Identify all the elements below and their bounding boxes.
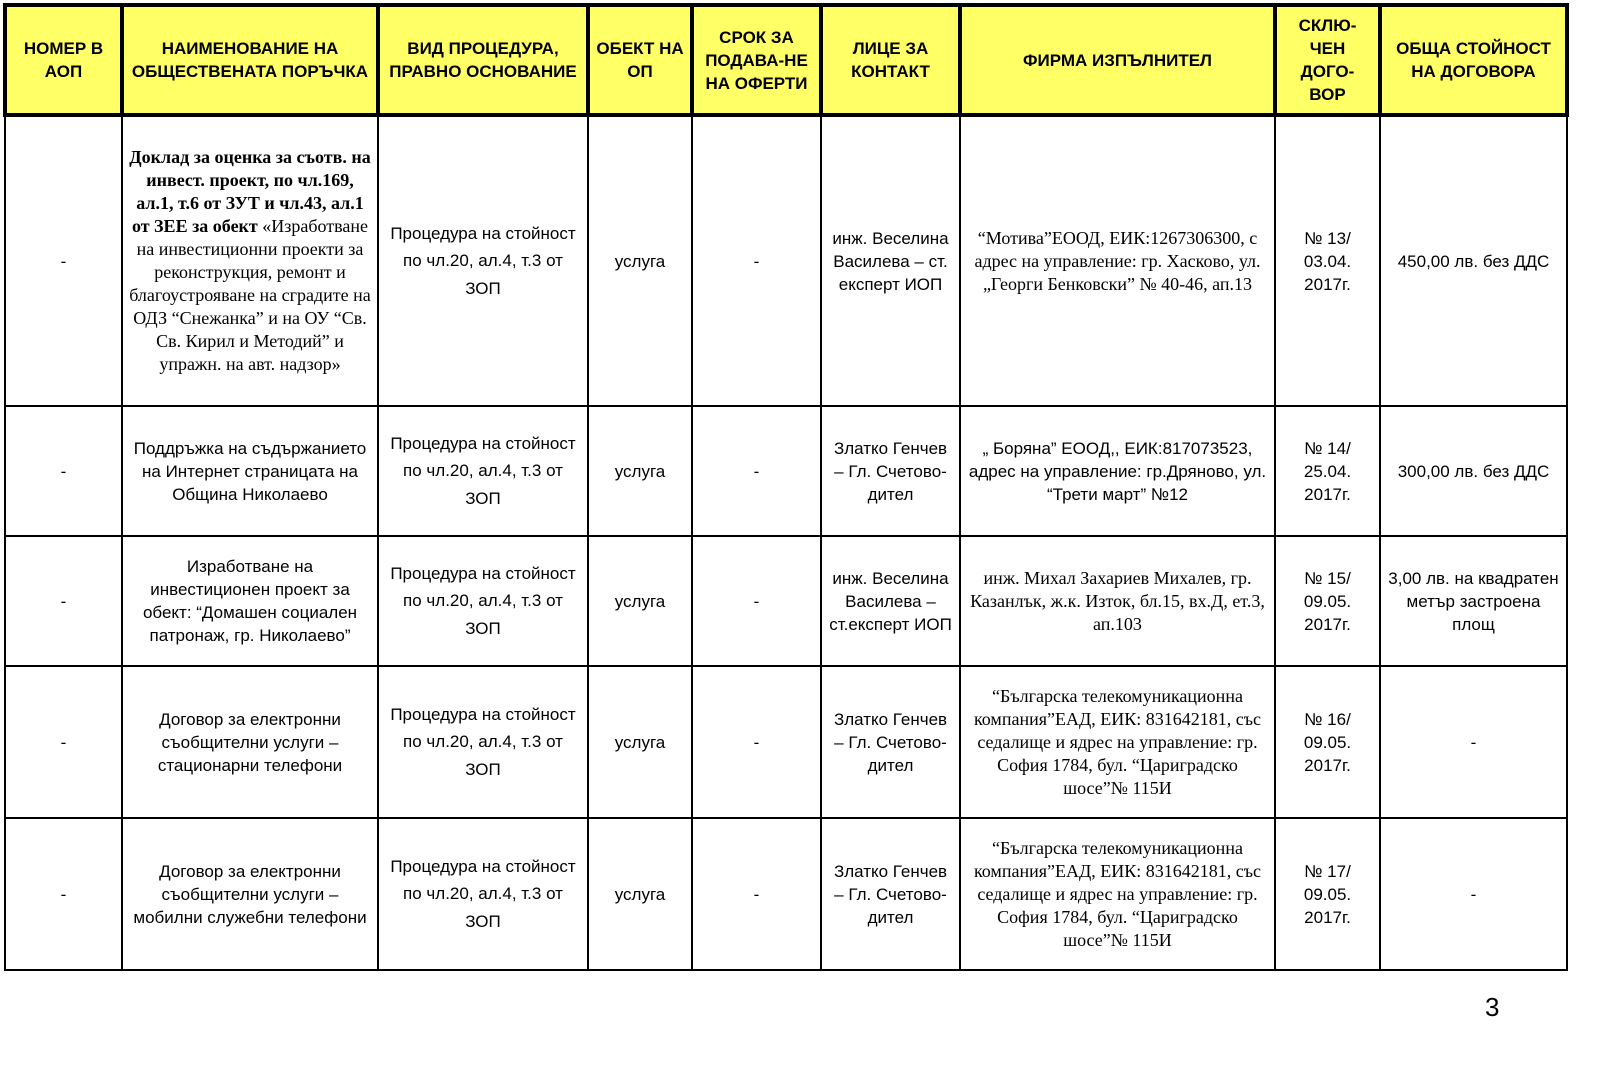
table-row: - Изработване на инвестиционен проект за … [4, 535, 1568, 667]
name-text: Изработване на инвестиционен проект за о… [142, 557, 358, 645]
cell-firm: “Българска телекомуникационна компания”Е… [959, 665, 1276, 819]
cell-name: Доклад за оценка за съотв. на инвест. пр… [121, 114, 379, 407]
column-header: ВИД ПРОЦЕДУРА, ПРАВНО ОСНОВАНИЕ [376, 3, 590, 117]
cell-value: - [1379, 665, 1568, 819]
cell-aop: - [4, 114, 123, 407]
cell-deadline: - [691, 817, 822, 971]
table-row: - Договор за електронни съобщителни услуг… [4, 817, 1568, 971]
procurement-table: НОМЕР В АОП НАИМЕНОВАНИЕ НА ОБЩЕСТВЕНАТА … [3, 3, 1569, 971]
cell-contract: № 14/ 25.04. 2017г. [1274, 405, 1381, 537]
cell-firm: „ Боряна” ЕООД,, ЕИК:817073523, адрес на… [959, 405, 1276, 537]
cell-deadline: - [691, 535, 822, 667]
cell-name: Изработване на инвестиционен проект за о… [121, 535, 379, 667]
table-row: - Доклад за оценка за съотв. на инвест. п… [4, 114, 1568, 407]
name-bold: Доклад за оценка за съотв. на инвест. пр… [129, 147, 371, 236]
cell-contract: № 17/ 09.05. 2017г. [1274, 817, 1381, 971]
cell-procedure: Процедура на стойност по чл.20, ал.4, т.… [377, 535, 589, 667]
cell-aop: - [4, 665, 123, 819]
cell-value: 450,00 лв. без ДДС [1379, 114, 1568, 407]
column-header: ОБЕКТ НА ОП [586, 3, 694, 117]
cell-procedure: Процедура на стойност по чл.20, ал.4, т.… [377, 665, 589, 819]
cell-contact: Златко Генчев – Гл. Счетово-дител [820, 405, 961, 537]
cell-deadline: - [691, 405, 822, 537]
cell-value: 300,00 лв. без ДДС [1379, 405, 1568, 537]
cell-name: Договор за електронни съобщителни услуги… [121, 817, 379, 971]
cell-procedure: Процедура на стойност по чл.20, ал.4, т.… [377, 114, 589, 407]
cell-firm: “Българска телекомуникационна компания”Е… [959, 817, 1276, 971]
column-header: ОБЩА СТОЙНОСТ НА ДОГОВОРА [1378, 3, 1569, 117]
cell-contact: инж. Веселина Василева – ст. експерт ИОП [820, 114, 961, 407]
column-header: ЛИЦЕ ЗА КОНТАКТ [819, 3, 962, 117]
cell-contact: Златко Генчев – Гл. Счетово-дител [820, 817, 961, 971]
cell-aop: - [4, 405, 123, 537]
cell-contract: № 15/ 09.05. 2017г. [1274, 535, 1381, 667]
cell-deadline: - [691, 665, 822, 819]
column-header: СКЛЮ-ЧЕН ДОГО-ВОР [1273, 3, 1382, 117]
cell-procedure: Процедура на стойност по чл.20, ал.4, т.… [377, 817, 589, 971]
name-text: Поддръжка на съдържанието на Интернет ст… [133, 438, 367, 504]
column-header: НОМЕР В АОП [3, 3, 124, 117]
column-header: НАИМЕНОВАНИЕ НА ОБЩЕСТВЕНАТА ПОРЪЧКА [120, 3, 380, 117]
cell-object: услуга [587, 114, 693, 407]
header-row: НОМЕР В АОП НАИМЕНОВАНИЕ НА ОБЩЕСТВЕНАТА … [3, 3, 1569, 117]
cell-aop: - [4, 817, 123, 971]
cell-object: услуга [587, 535, 693, 667]
cell-contract: № 13/ 03.04. 2017г. [1274, 114, 1381, 407]
cell-contact: инж. Веселина Василева – ст.експерт ИОП [820, 535, 961, 667]
name-text: Договор за електронни съобщителни услуги… [157, 709, 343, 775]
cell-deadline: - [691, 114, 822, 407]
name-text: Договор за електронни съобщителни услуги… [133, 861, 367, 927]
table-row: - Договор за електронни съобщителни услуг… [4, 665, 1568, 819]
cell-name: Поддръжка на съдържанието на Интернет ст… [121, 405, 379, 537]
cell-firm: инж. Михал Захариев Михалев, гр. Казанлъ… [959, 535, 1276, 667]
table-row: - Поддръжка на съдържанието на Интернет с… [4, 405, 1568, 537]
cell-value: - [1379, 817, 1568, 971]
cell-name: Договор за електронни съобщителни услуги… [121, 665, 379, 819]
cell-value: 3,00 лв. на квадратен метър застроена пл… [1379, 535, 1568, 667]
page-number: 3 [1485, 992, 1500, 1022]
cell-object: услуга [587, 405, 693, 537]
cell-contract: № 16/ 09.05. 2017г. [1274, 665, 1381, 819]
cell-object: услуга [587, 665, 693, 819]
cell-contact: Златко Генчев – Гл. Счетово-дител [820, 665, 961, 819]
cell-aop: - [4, 535, 123, 667]
name-text: «Изработване на инвестиционни проекти за… [129, 216, 371, 374]
cell-object: услуга [587, 817, 693, 971]
cell-firm: “Мотива”ЕООД, ЕИК:1267306300, с адрес на… [959, 114, 1276, 407]
column-header: ФИРМА ИЗПЪЛНИТЕЛ [958, 3, 1277, 117]
column-header: СРОК ЗА ПОДАВА-НЕ НА ОФЕРТИ [690, 3, 823, 117]
cell-procedure: Процедура на стойност по чл.20, ал.4, т.… [377, 405, 589, 537]
